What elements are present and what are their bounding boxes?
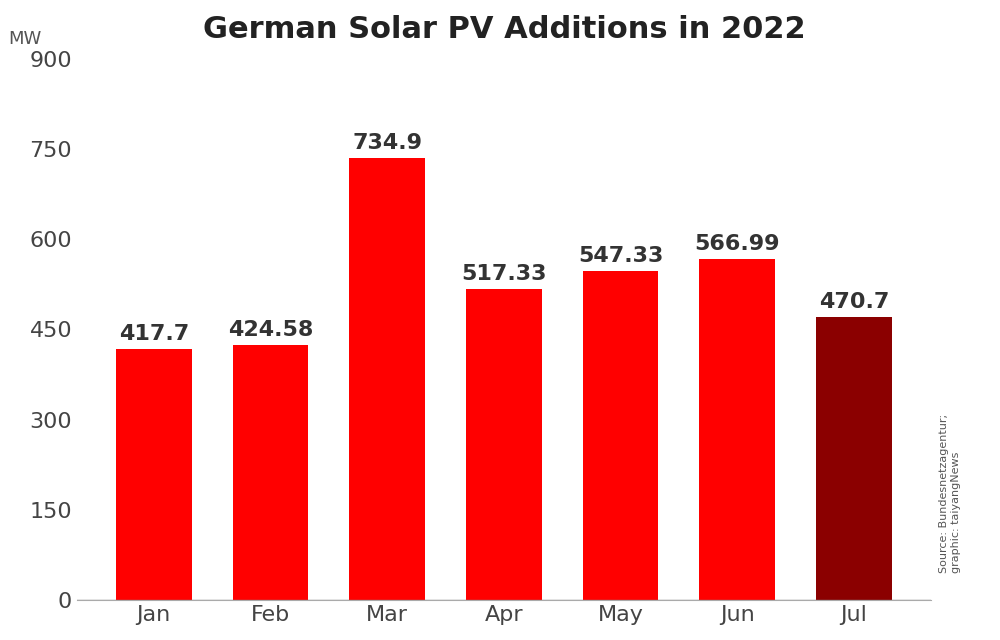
Text: 734.9: 734.9	[352, 133, 422, 154]
Bar	[116, 349, 192, 600]
Text: 566.99: 566.99	[694, 234, 780, 254]
Title: German Solar PV Additions in 2022: German Solar PV Additions in 2022	[203, 15, 805, 44]
Text: MW: MW	[9, 30, 42, 48]
Text: 424.58: 424.58	[228, 320, 313, 340]
Text: 517.33: 517.33	[461, 264, 547, 284]
Bar	[466, 289, 542, 600]
Text: 417.7: 417.7	[119, 324, 189, 344]
Text: 470.7: 470.7	[819, 292, 889, 312]
Bar	[583, 271, 658, 600]
Text: Source: Bundesnetzagentur;
graphic: taiyangNews: Source: Bundesnetzagentur; graphic: taiy…	[939, 414, 961, 573]
Text: 547.33: 547.33	[578, 246, 663, 266]
Bar	[349, 158, 425, 600]
Bar	[233, 345, 308, 600]
Bar	[699, 259, 775, 600]
Bar	[816, 317, 892, 600]
